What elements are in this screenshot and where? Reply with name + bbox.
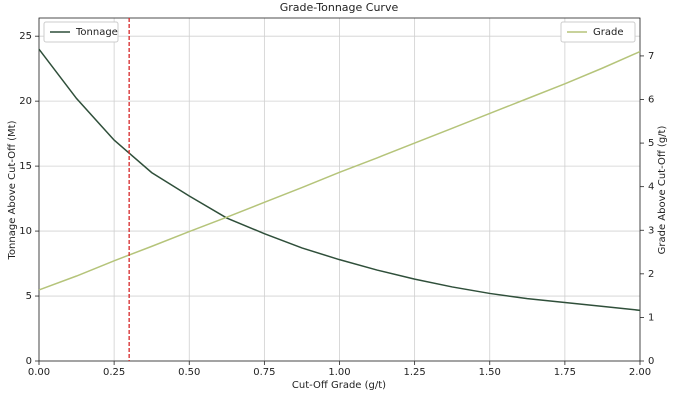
series-line [38, 50, 641, 291]
x-tick-label: 0.50 [178, 367, 200, 378]
x-tick-label: 0.75 [253, 367, 275, 378]
y-tick-label: 0 [26, 356, 32, 367]
y2-axis-label: Grade Above Cut-Off (g/t) [657, 126, 668, 255]
x-axis-label: Cut-Off Grade (g/t) [292, 380, 386, 391]
legend-box [43, 21, 119, 43]
x-tick-label: 2.00 [629, 367, 651, 378]
series-line [38, 48, 641, 312]
x-tick-label: 0.00 [28, 367, 50, 378]
y-axis-label: Tonnage Above Cut-Off (Mt) [7, 120, 18, 260]
y-tick-label: 5 [26, 291, 32, 302]
x-tick-label: 1.50 [479, 367, 501, 378]
legend-label: Grade [593, 27, 624, 38]
y2-tick-label: 2 [648, 269, 654, 280]
x-tick-label: 1.75 [554, 367, 576, 378]
y2-tick-label: 4 [648, 182, 654, 193]
y2-tick-label: 7 [648, 51, 654, 62]
plot-frame [38, 17, 641, 362]
y2-tick-label: 3 [648, 225, 654, 236]
y-tick-label: 15 [19, 161, 32, 172]
chart-title: Grade-Tonnage Curve [280, 1, 399, 14]
y-tick-label: 20 [19, 96, 32, 107]
y2-tick-label: 5 [648, 138, 654, 149]
x-tick-label: 1.00 [328, 367, 350, 378]
x-tick-label: 0.25 [103, 367, 125, 378]
y-tick-label: 10 [19, 226, 32, 237]
y2-tick-label: 0 [648, 356, 654, 367]
legend-label: Tonnage [75, 27, 118, 38]
legend-box [560, 21, 636, 43]
y2-tick-label: 6 [648, 95, 654, 106]
y2-tick-label: 1 [648, 312, 654, 323]
y-tick-label: 25 [19, 31, 32, 42]
x-tick-label: 1.25 [403, 367, 425, 378]
